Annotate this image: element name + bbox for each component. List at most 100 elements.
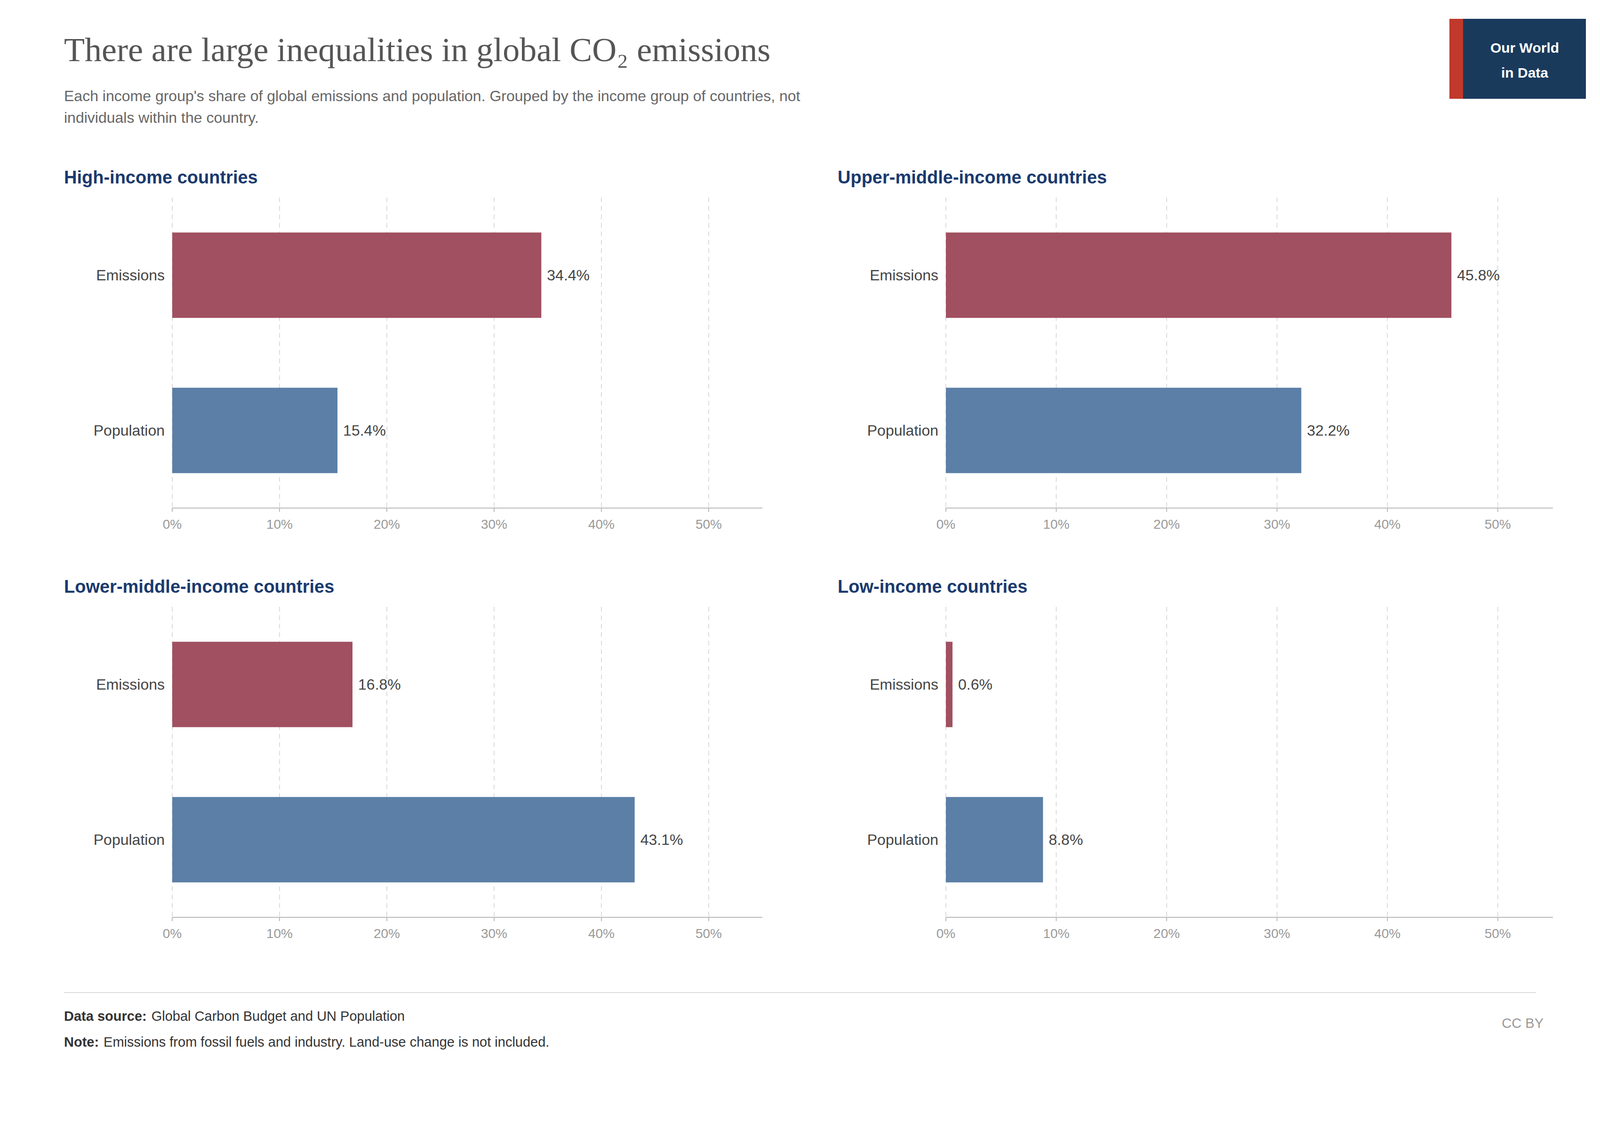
- x-tick-label: 10%: [266, 517, 293, 532]
- chart-root: There are large inequalities in global C…: [0, 0, 1600, 1129]
- logo-text: in Data: [1501, 64, 1549, 81]
- logo-text: Our World: [1490, 40, 1560, 56]
- x-tick-label: 0%: [162, 926, 182, 942]
- y-tick-label: Emissions: [869, 676, 939, 694]
- tick-mark: [1056, 917, 1057, 922]
- bars: [172, 232, 542, 474]
- grid-line: [1386, 607, 1388, 918]
- bars: [945, 641, 1043, 883]
- bar: [172, 641, 353, 728]
- x-axis-line: [172, 917, 763, 919]
- tick-mark: [493, 508, 495, 512]
- bar: [945, 387, 1302, 474]
- grid-line: [1276, 607, 1278, 918]
- subtitle-line: Each income group's share of global emis…: [64, 87, 801, 105]
- data-label: 0.6%: [958, 676, 993, 694]
- grid-line: [1497, 197, 1499, 509]
- license: CC BY: [1501, 1016, 1544, 1032]
- tick-mark: [1386, 508, 1388, 512]
- tick-mark: [493, 917, 495, 922]
- tick-mark: [1497, 917, 1499, 922]
- background: [0, 0, 1600, 1129]
- data-label: 34.4%: [546, 266, 590, 284]
- x-tick-label: 10%: [1043, 926, 1070, 942]
- grid-line: [708, 197, 710, 509]
- tick-mark: [600, 508, 602, 512]
- x-tick-label: 30%: [1264, 517, 1291, 532]
- tick-mark: [945, 917, 947, 922]
- subtitle-line: individuals within the country.: [64, 109, 259, 127]
- tick-mark: [708, 917, 710, 922]
- x-axis-line: [945, 917, 1553, 919]
- x-tick-label: 30%: [480, 517, 508, 532]
- data-label: 15.4%: [343, 422, 386, 440]
- logo-background: [1449, 18, 1586, 99]
- y-tick-label: Population: [93, 422, 165, 440]
- tick-mark: [1056, 508, 1057, 512]
- x-tick-label: 20%: [373, 517, 400, 532]
- footer-rule: [64, 992, 1536, 994]
- y-tick-label: Emissions: [869, 266, 939, 284]
- y-tick-label: Emissions: [96, 676, 165, 694]
- tick-mark: [945, 508, 947, 512]
- footer-label: Note:: [64, 1034, 99, 1050]
- y-tick-label: Population: [867, 831, 939, 849]
- data-label: 43.1%: [640, 831, 684, 849]
- logo-strip: [1449, 18, 1464, 99]
- y-tick-label: Population: [93, 831, 165, 849]
- x-tick-label: 50%: [1484, 926, 1512, 942]
- main-title: There are large inequalities in global C…: [64, 31, 771, 69]
- footer-note: Note:Emissions from fossil fuels and ind…: [64, 1034, 550, 1050]
- tick-mark: [171, 508, 173, 512]
- footer-label: Data source:: [64, 1008, 147, 1024]
- grid-line: [600, 197, 602, 509]
- panel-title: Low-income countries: [837, 576, 1028, 597]
- x-tick-label: 50%: [695, 926, 722, 942]
- x-tick-label: 10%: [266, 926, 293, 942]
- footer-text: Emissions from fossil fuels and industry…: [103, 1034, 550, 1050]
- data-label: 8.8%: [1048, 831, 1083, 849]
- footer-text: Global Carbon Budget and UN Population: [151, 1008, 405, 1024]
- x-tick-label: 20%: [1153, 517, 1180, 532]
- tick-mark: [1497, 508, 1499, 512]
- tick-mark: [708, 508, 710, 512]
- x-tick-label: 50%: [1484, 517, 1512, 532]
- x-tick-label: 0%: [162, 517, 182, 532]
- tick-mark: [1386, 917, 1388, 922]
- tick-mark: [1166, 508, 1168, 512]
- logo: Our World in Data: [1449, 18, 1586, 99]
- footer-source: Data source:Global Carbon Budget and UN …: [64, 1008, 405, 1024]
- subtitle: Each income group's share of global emis…: [64, 87, 801, 127]
- bars: [945, 232, 1452, 474]
- tick-mark: [600, 917, 602, 922]
- grid-line: [1497, 607, 1499, 918]
- x-tick-label: 0%: [936, 517, 956, 532]
- tick-mark: [1166, 917, 1168, 922]
- panel-title: Upper-middle-income countries: [837, 167, 1107, 188]
- tick-mark: [1276, 917, 1278, 922]
- panel-title: Lower-middle-income countries: [64, 576, 335, 597]
- bar: [945, 797, 1043, 883]
- x-axis-line: [172, 507, 763, 509]
- tick-mark: [386, 508, 388, 512]
- data-label: 45.8%: [1456, 266, 1500, 284]
- tick-mark: [171, 917, 173, 922]
- tick-mark: [279, 508, 280, 512]
- grid-line: [1166, 607, 1168, 918]
- grid-line: [1056, 607, 1057, 918]
- y-tick-label: Emissions: [96, 266, 165, 284]
- x-tick-label: 0%: [936, 926, 956, 942]
- data-label: 16.8%: [358, 676, 401, 694]
- tick-mark: [1276, 508, 1278, 512]
- x-axis-line: [945, 507, 1553, 509]
- x-tick-label: 30%: [480, 926, 508, 942]
- panel: Low-income countries0%10%20%30%40%50%Emi…: [837, 576, 1553, 942]
- data-label: 32.2%: [1306, 422, 1350, 440]
- panel-title: High-income countries: [64, 167, 258, 188]
- bar: [945, 641, 953, 728]
- bar: [172, 387, 338, 474]
- x-tick-label: 30%: [1264, 926, 1291, 942]
- panel: Lower-middle-income countries0%10%20%30%…: [64, 576, 763, 942]
- bar: [172, 232, 542, 319]
- x-tick-label: 40%: [1374, 926, 1401, 942]
